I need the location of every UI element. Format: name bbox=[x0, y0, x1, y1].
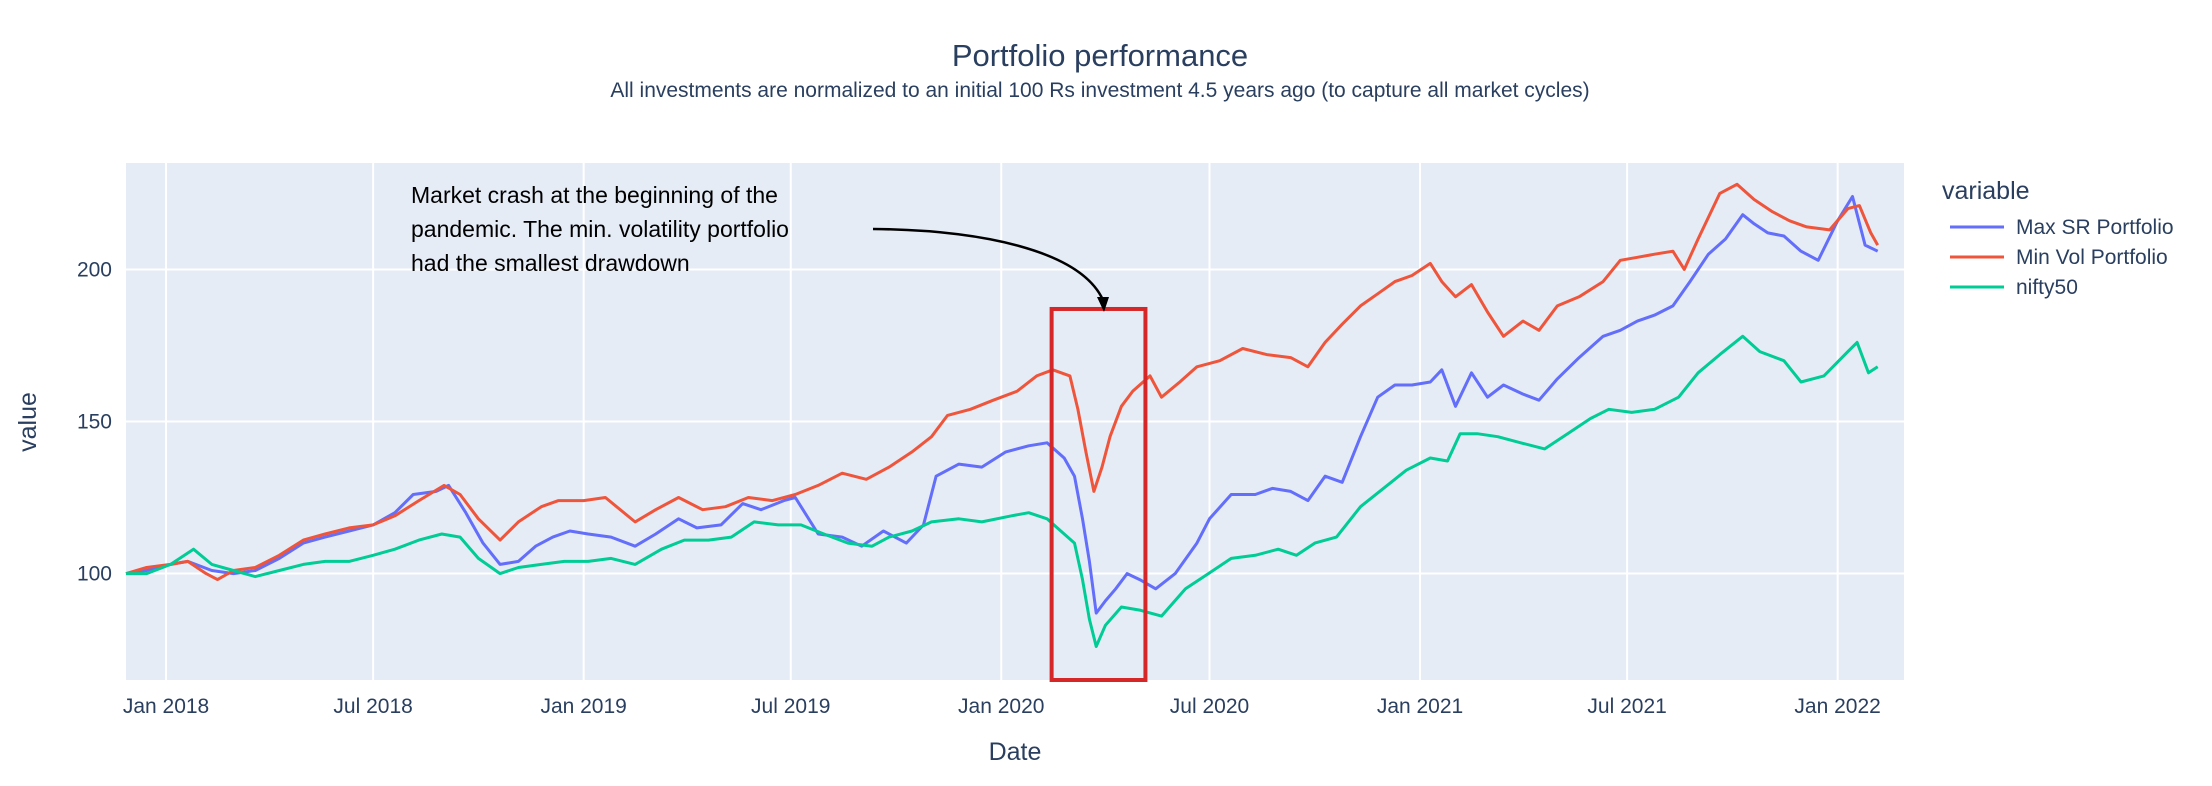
annotation-arrowhead bbox=[1097, 297, 1109, 312]
x-axis-ticks: Jan 2018 Jul 2018 Jan 2019 Jul 2019 Jan 2020… bbox=[123, 695, 1881, 718]
chart-subtitle: All investments are normalized to an ini… bbox=[610, 79, 1589, 102]
x-tick-label: Jul 2021 bbox=[1587, 695, 1666, 718]
x-axis-title: Date bbox=[989, 738, 1042, 766]
series-line bbox=[126, 334, 1879, 648]
legend-label: Min Vol Portfolio bbox=[2016, 246, 2168, 269]
gridlines bbox=[126, 163, 1904, 680]
annotation-line-3: had the smallest drawdown bbox=[411, 250, 690, 276]
x-tick-label: Jan 2021 bbox=[1377, 695, 1463, 718]
x-tick-label: Jan 2018 bbox=[123, 695, 209, 718]
y-axis-title: value bbox=[14, 392, 42, 452]
x-tick-label: Jan 2020 bbox=[958, 695, 1044, 718]
legend-label: Max SR Portfolio bbox=[2016, 216, 2174, 239]
x-tick-label: Jan 2019 bbox=[540, 695, 626, 718]
x-tick-label: Jul 2019 bbox=[751, 695, 830, 718]
crash-highlight-box bbox=[1049, 306, 1148, 682]
y-axis-ticks: 100 150 200 bbox=[77, 258, 112, 585]
x-tick-label: Jul 2020 bbox=[1170, 695, 1249, 718]
y-tick-label: 200 bbox=[77, 258, 112, 281]
annotation-arrow bbox=[872, 227, 1105, 301]
annotation-line-1: Market crash at the beginning of the bbox=[411, 182, 778, 208]
x-tick-label: Jan 2022 bbox=[1794, 695, 1880, 718]
series-line bbox=[125, 195, 1879, 615]
legend-title: variable bbox=[1942, 177, 2030, 205]
annotation: Market crash at the beginning of the pan… bbox=[411, 182, 1109, 312]
y-tick-label: 150 bbox=[77, 411, 112, 434]
series-line bbox=[125, 182, 1880, 582]
annotation-line-2: pandemic. The min. volatility portfolio bbox=[411, 216, 789, 242]
x-tick-label: Jul 2018 bbox=[333, 695, 412, 718]
legend: Max SR Portfolio Min Vol Portfolio nifty50 bbox=[1950, 216, 2174, 299]
legend-label: nifty50 bbox=[2016, 276, 2078, 299]
y-tick-label: 100 bbox=[77, 563, 112, 586]
series-group bbox=[125, 182, 1880, 648]
chart-title: Portfolio performance bbox=[952, 38, 1248, 73]
